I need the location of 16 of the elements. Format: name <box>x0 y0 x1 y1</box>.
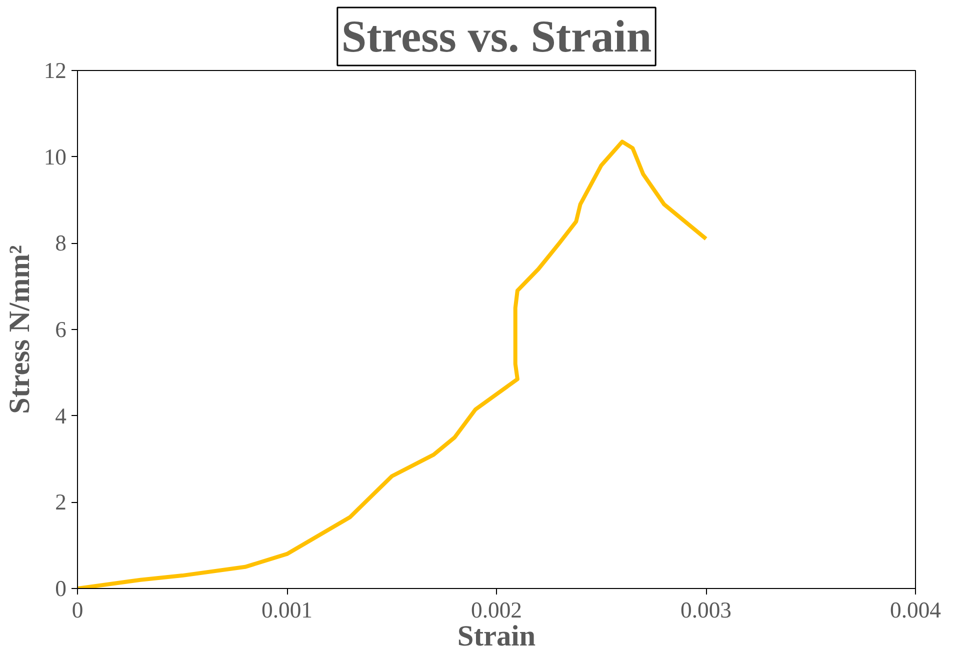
x-axis-title: Strain <box>457 620 536 652</box>
x-tick-label: 0.004 <box>890 598 941 622</box>
x-tick-label: 0.002 <box>471 598 522 622</box>
x-tick-label: 0.003 <box>680 598 732 622</box>
y-axis-title: Stress N/mm² <box>4 244 36 414</box>
y-tick-label: 8 <box>55 230 66 256</box>
line-series <box>78 140 708 588</box>
y-tick-label: 0 <box>55 576 66 601</box>
chart-title: Stress vs. Strain <box>341 12 652 62</box>
x-tick-label: 0.001 <box>262 598 312 622</box>
y-tick-label: 12 <box>44 58 66 83</box>
y-tick-label: 10 <box>44 144 66 170</box>
y-tick-label: 4 <box>55 403 66 428</box>
x-tick-label: 0 <box>72 598 84 622</box>
y-tick-label: 6 <box>55 317 66 342</box>
y-tick-label: 2 <box>55 490 66 515</box>
